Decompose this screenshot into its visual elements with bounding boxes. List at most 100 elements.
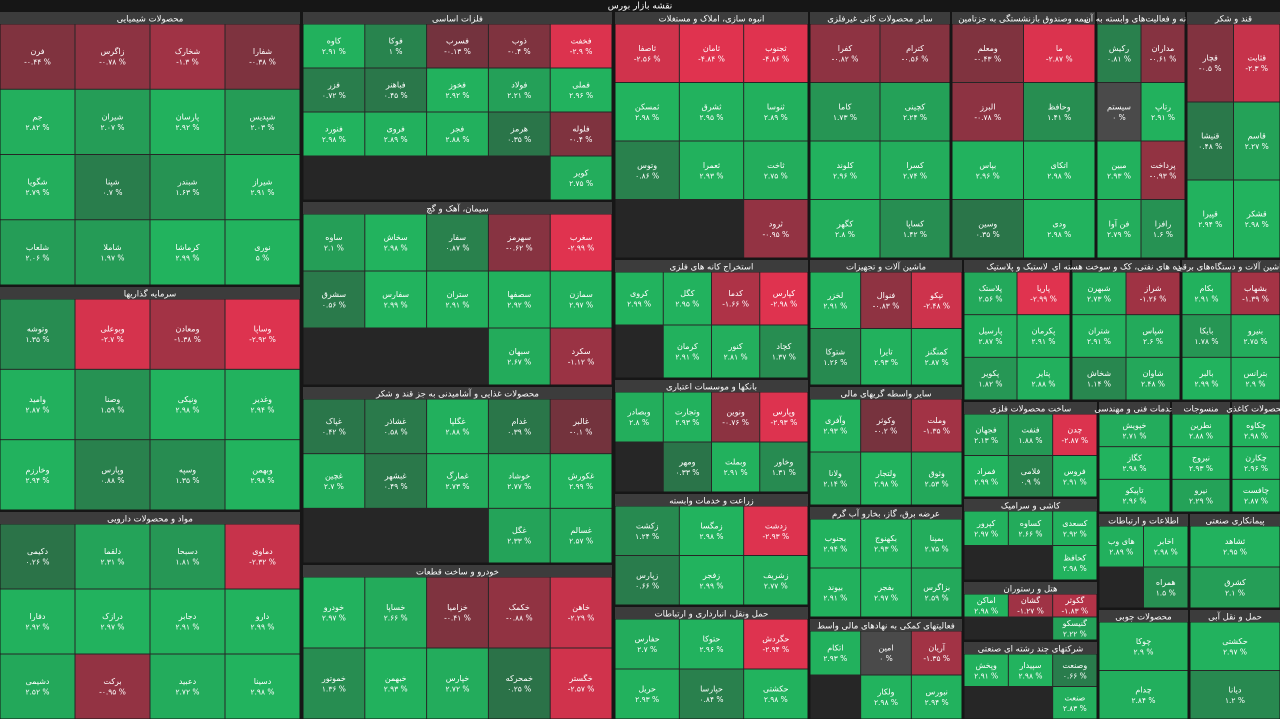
tile bbox=[1172, 479, 1230, 512]
tile bbox=[488, 328, 550, 385]
tile bbox=[615, 141, 679, 199]
sector-header bbox=[615, 260, 808, 272]
tile-name: شیران bbox=[102, 112, 124, 121]
tile-name: فوکا bbox=[389, 37, 403, 46]
tile-value-label: ۰.۳۳ % bbox=[675, 468, 699, 477]
sector-title: فراورده های نفتی، کک و سوخت هسته ای bbox=[1052, 263, 1200, 273]
tile bbox=[1099, 526, 1143, 567]
tile-value-label: ۲.۷۵ % bbox=[569, 179, 593, 188]
tile-name: اتکای bbox=[1050, 161, 1068, 170]
tile-value-label: ۲.۹۶ % bbox=[700, 645, 724, 654]
tile-name: درازک bbox=[102, 612, 123, 621]
tile-name: شاوان bbox=[1142, 369, 1163, 378]
tile bbox=[427, 68, 488, 112]
tile-name: خساپا bbox=[386, 603, 405, 612]
tile-value-label: -۱.۲۶ % bbox=[1140, 294, 1167, 303]
tile bbox=[550, 24, 612, 68]
tile-name: فرن bbox=[30, 47, 44, 56]
tile-value-label: -۲.۲۹ % bbox=[568, 614, 595, 623]
tile bbox=[880, 141, 950, 199]
tile-value-label: ۲.۹۸ % bbox=[974, 607, 998, 616]
tile-value-label: ۲.۹۲ % bbox=[176, 123, 200, 132]
tile-name: فخوز bbox=[448, 81, 466, 90]
sector-header bbox=[303, 387, 612, 399]
tile bbox=[760, 272, 808, 325]
tile-name: بالبر bbox=[1199, 369, 1214, 378]
tile bbox=[952, 141, 1023, 199]
tile-name: بمپنا bbox=[930, 534, 944, 543]
tile-name: زکشت bbox=[636, 521, 659, 530]
tile-value-label: ۲.۹۸ % bbox=[700, 532, 724, 541]
tile-name: تپکو bbox=[929, 291, 943, 300]
tile bbox=[1231, 357, 1280, 400]
tile-value-label: -۱.۳۵ % bbox=[923, 427, 950, 436]
tile bbox=[1017, 315, 1070, 357]
sector-header bbox=[1099, 402, 1170, 414]
tile-value-label: ۲.۹۴ % bbox=[823, 545, 847, 554]
tile-value-label: ۲.۷۵ % bbox=[1244, 337, 1268, 346]
sector-title: محصولات غذایی و آشامیدنی به جز قند و شکر bbox=[375, 388, 539, 400]
tile bbox=[712, 272, 760, 325]
tile bbox=[0, 220, 75, 285]
sector-header bbox=[810, 619, 962, 631]
tile-value-label: ۲.۹۷ % bbox=[974, 529, 998, 538]
tile-name: چافست bbox=[1243, 486, 1269, 495]
tile-value-label: ۲.۹۷ % bbox=[101, 623, 125, 632]
sector-header bbox=[1099, 610, 1188, 622]
tile-name: شتوکا bbox=[826, 347, 846, 356]
tile bbox=[810, 200, 880, 258]
tile bbox=[810, 568, 861, 617]
tile bbox=[303, 648, 365, 719]
tile-name: سفار bbox=[448, 233, 466, 242]
sector-header bbox=[964, 260, 1070, 272]
tile-value-label: ۲.۹۷ % bbox=[322, 614, 346, 623]
tile-name: پاریا bbox=[1037, 284, 1050, 293]
tile bbox=[1187, 102, 1233, 180]
tile bbox=[303, 454, 365, 508]
tile-value-label: ۲.۲۱ % bbox=[507, 91, 531, 100]
tile-name: ومهر bbox=[678, 458, 695, 467]
sector-title: اطلاعات و ارتباطات bbox=[1108, 517, 1179, 527]
tile-value-label: ۱.۷۳ % bbox=[833, 113, 857, 122]
tile bbox=[952, 200, 1023, 258]
tile-value-label: ۲.۵۲ % bbox=[26, 688, 50, 697]
tile-name: گشان bbox=[1021, 595, 1040, 605]
tile bbox=[1053, 594, 1097, 617]
tile bbox=[1053, 546, 1097, 580]
tile bbox=[150, 524, 225, 589]
tile-value-label: -۰.۴۴ % bbox=[24, 58, 51, 67]
tile bbox=[880, 83, 950, 141]
tile-name: بترانس bbox=[1244, 369, 1268, 378]
tile bbox=[1232, 414, 1280, 447]
tile-value-label: -۰.۵۶ % bbox=[902, 54, 929, 63]
tile-value-label: ۲.۷۷ % bbox=[507, 482, 531, 491]
tile bbox=[0, 369, 75, 440]
tile-name: وتجارت bbox=[675, 408, 700, 417]
tile-value-label: -۰.۴ % bbox=[570, 135, 593, 144]
tile-name: زمگسا bbox=[700, 520, 722, 530]
tile-name: وصنا bbox=[105, 395, 121, 404]
tile-value-label: ۰ % bbox=[1112, 113, 1126, 122]
tile-value-label: -۱.۳۵ % bbox=[923, 654, 950, 663]
tile-name: فن آوا bbox=[1109, 218, 1130, 228]
tile-value-label: ۲.۸ % bbox=[629, 418, 649, 427]
tile-value-label: ۱.۸۲ % bbox=[979, 380, 1003, 389]
tile-name: خاهن bbox=[572, 603, 590, 612]
tile-value-label: ۲.۹۸ % bbox=[1244, 431, 1268, 440]
tile bbox=[1024, 83, 1095, 141]
tile-value-label: ۲.۶ % bbox=[1143, 337, 1163, 346]
tile-value-label: -۴.۸۶ % bbox=[762, 54, 789, 63]
tile bbox=[0, 654, 75, 719]
tile-name: سکرد bbox=[572, 347, 591, 356]
tile-name: فملی bbox=[572, 81, 590, 90]
tile-value-label: ۲.۷ % bbox=[637, 645, 657, 654]
tile-value-label: ۲.۸۹ % bbox=[384, 135, 408, 144]
tile-value-label: ۲.۱ % bbox=[1225, 589, 1245, 598]
tile bbox=[1141, 24, 1185, 82]
sector-title: منسوجات bbox=[1184, 405, 1219, 415]
tile-value-label: -۱.۳۸ % bbox=[174, 335, 201, 344]
tile-name: شفارا bbox=[253, 47, 273, 56]
tile-name: اتکام bbox=[827, 644, 843, 653]
tile-value-label: ۲.۸۳ % bbox=[1063, 704, 1087, 713]
